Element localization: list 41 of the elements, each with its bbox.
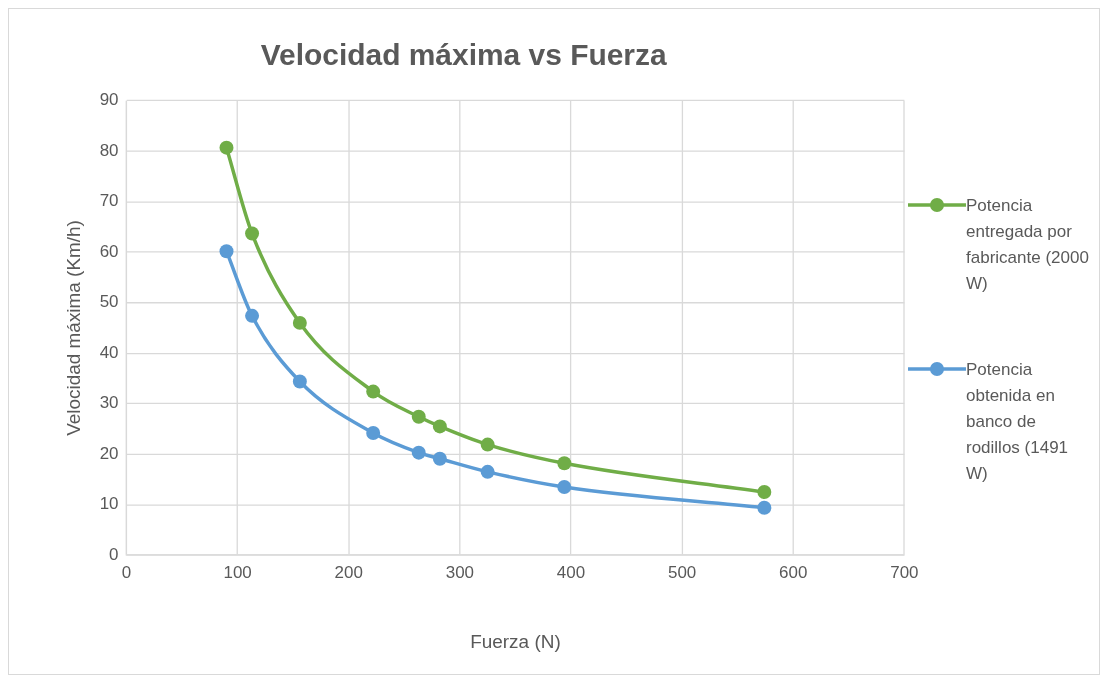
point — [366, 425, 381, 440]
point — [292, 374, 307, 389]
y-tick-label: 30 — [99, 393, 119, 413]
point — [366, 384, 381, 399]
point — [480, 437, 495, 452]
point — [245, 308, 260, 323]
y-tick-label: 90 — [99, 90, 119, 110]
y-tick-label: 0 — [109, 544, 119, 564]
point — [480, 464, 495, 479]
point — [432, 419, 447, 434]
point — [245, 226, 260, 241]
point — [432, 451, 447, 466]
x-tick-label: 600 — [779, 562, 808, 582]
x-tick-label: 300 — [445, 562, 474, 582]
y-tick-label: 20 — [99, 443, 119, 463]
y-tick-label: 60 — [99, 241, 119, 261]
point — [757, 485, 772, 500]
x-tick-label: 200 — [334, 562, 363, 582]
point — [557, 480, 572, 494]
y-tick-label: 10 — [99, 494, 119, 514]
chart-title: Velocidad máxima vs Fuerza — [260, 38, 667, 72]
legend-label: Potencia obtenida en banco de rodillos (1491 W) — [966, 359, 1070, 485]
y-axis-title: Velocidad máxima (Km/h) — [62, 220, 84, 436]
point — [292, 315, 307, 330]
x-axis-title: Fuerza (N) — [470, 630, 561, 652]
y-tick-label: 50 — [99, 292, 119, 312]
point — [411, 409, 426, 424]
y-tick-label: 70 — [99, 191, 119, 211]
y-tick-label: 40 — [99, 342, 119, 362]
point — [411, 445, 426, 460]
x-tick-label: 700 — [890, 562, 919, 582]
point — [219, 244, 234, 259]
x-tick-label: 100 — [223, 562, 252, 582]
x-tick-label: 400 — [556, 562, 586, 582]
point — [757, 500, 772, 515]
x-tick-label: 0 — [121, 562, 132, 582]
y-tick-label: 80 — [99, 140, 119, 160]
legend-label: Potencia entregada por fabricante (2000 W) — [966, 195, 1090, 295]
point — [219, 140, 234, 155]
x-tick-label: 500 — [667, 562, 697, 582]
point — [557, 456, 572, 471]
